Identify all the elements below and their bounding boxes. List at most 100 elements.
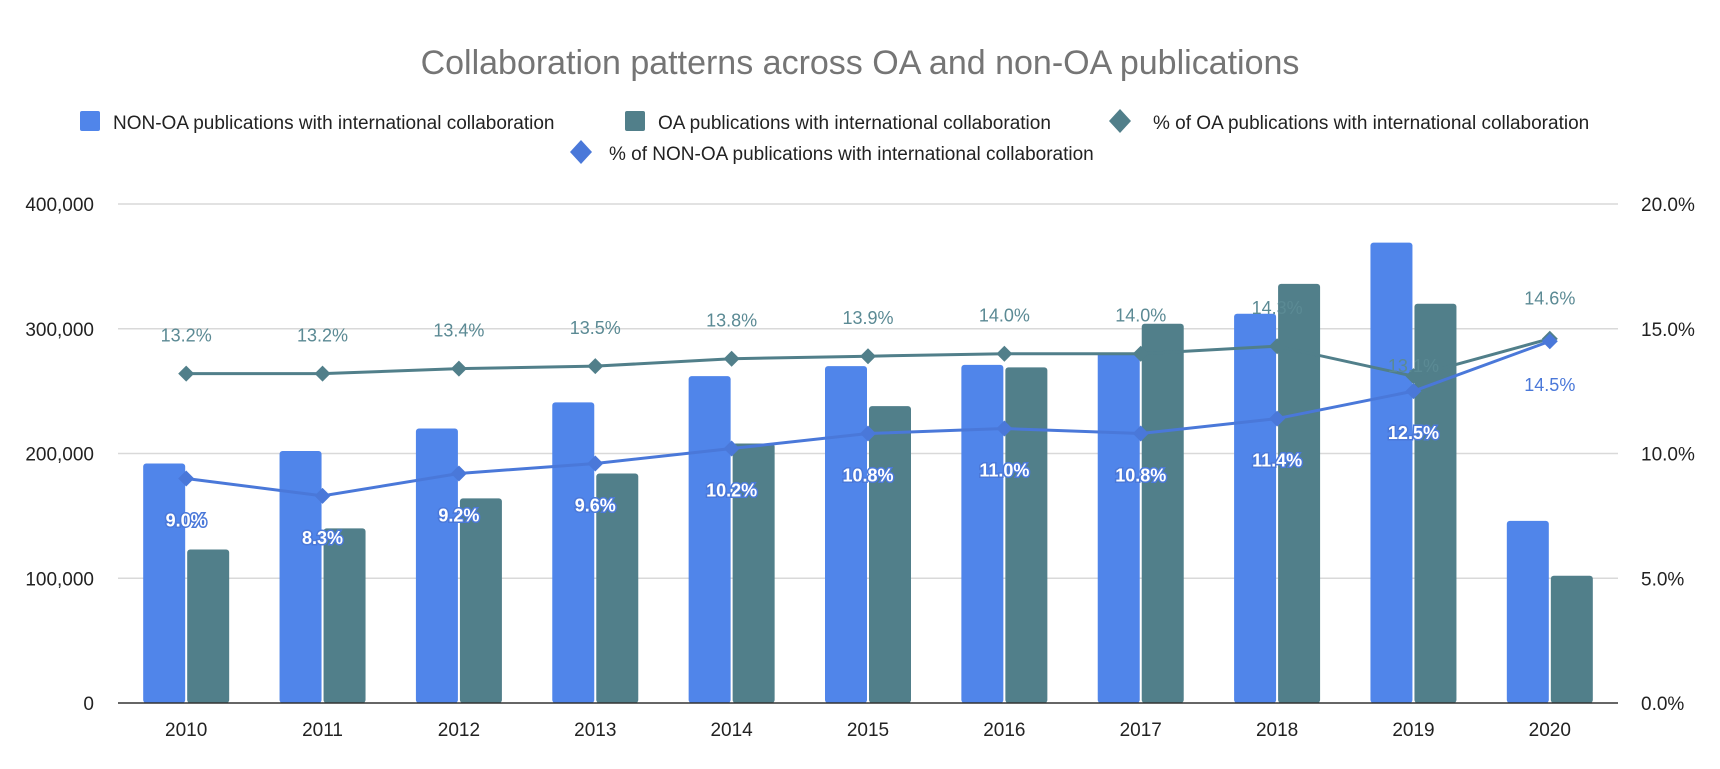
gridlines	[118, 203, 1618, 579]
pct-oa-point	[1132, 345, 1149, 362]
legend-item-pct-oa[interactable]: % of OA publications with international …	[1109, 109, 1589, 134]
y-tick-label: 400,000	[25, 195, 94, 216]
legend-item-pct-non-oa[interactable]: % of NON-OA publications with internatio…	[570, 140, 1094, 165]
bar-oa	[1414, 303, 1457, 703]
bar-non-oa	[1234, 313, 1277, 703]
x-tick-label: 2019	[1392, 720, 1434, 741]
x-tick-label: 2010	[165, 720, 207, 741]
pct-oa-point	[450, 360, 467, 377]
pct-non-oa-point	[1269, 410, 1286, 427]
pct-oa-point	[723, 350, 740, 367]
bar-non-oa	[961, 364, 1004, 703]
pct-non-oa-point	[996, 420, 1013, 437]
legend-label-oa: OA publications with international colla…	[658, 113, 1051, 134]
y2-tick-label: 15.0%	[1641, 320, 1695, 341]
data-label-pct-oa: 13.2%	[297, 326, 348, 346]
bars	[143, 242, 1593, 704]
pct-oa-point	[1269, 338, 1286, 355]
y-tick-label: 0	[83, 694, 94, 715]
pct-non-oa-point	[723, 440, 740, 457]
bar-non-oa	[825, 366, 867, 703]
chart-title: Collaboration patterns across OA and non…	[421, 44, 1300, 82]
data-label-pct-oa: 14.6%	[1524, 289, 1575, 309]
data-label-pct-non-oa: 10.8%	[842, 466, 893, 486]
lines	[178, 330, 1558, 504]
bar-oa	[869, 406, 911, 703]
y-tick-label: 300,000	[25, 320, 94, 341]
data-label-pct-non-oa: 10.8%	[1115, 466, 1166, 486]
pct-non-oa-point	[1541, 333, 1558, 350]
bar-oa	[1550, 575, 1593, 703]
data-label-pct-oa: 14.0%	[1115, 306, 1166, 326]
pct-non-oa-point	[314, 487, 331, 504]
bar-oa	[459, 498, 502, 703]
bar-non-oa	[1370, 242, 1413, 704]
x-tick-label: 2011	[302, 720, 343, 741]
data-label-pct-oa: 13.1%	[1388, 356, 1439, 376]
data-label-pct-non-oa: 9.2%	[438, 505, 479, 525]
data-labels: 13.2% 13.2% 13.4% 13.5% 13.8% 13.9% 14.0% 14.0%…	[161, 289, 1576, 550]
bar-non-oa	[143, 463, 186, 703]
bar-non-oa	[415, 428, 458, 703]
x-tick-label: 2015	[847, 720, 889, 741]
pct-non-oa-point	[860, 425, 876, 442]
data-label-pct-non-oa: 9.0%	[166, 510, 207, 530]
bar-non-oa	[279, 451, 322, 703]
pct-oa-point	[860, 348, 876, 365]
legend-diamond-pct-non-oa	[570, 140, 592, 164]
data-label-pct-oa: 13.4%	[433, 321, 484, 341]
data-label-pct-oa: 13.5%	[570, 318, 621, 338]
data-label-pct-non-oa: 12.5%	[1388, 423, 1439, 443]
data-label-pct-non-oa: 11.0%	[979, 461, 1029, 481]
data-label-pct-non-oa: 10.2%	[706, 481, 757, 501]
pct-non-oa-point	[1405, 383, 1422, 400]
bar-oa	[1005, 367, 1048, 703]
bar-oa	[1141, 323, 1184, 703]
data-label-pct-non-oa: 11.4%	[1252, 451, 1302, 471]
legend-label-pct-non-oa: % of NON-OA publications with internatio…	[609, 144, 1094, 165]
axes: 0 0.0% 100,000 5.0% 200,000 10.0% 300,000 15.0%…	[25, 195, 1695, 741]
data-label-pct-oa: 13.8%	[706, 311, 757, 331]
bar-oa	[187, 549, 230, 703]
y2-tick-label: 5.0%	[1641, 569, 1684, 590]
x-tick-label: 2020	[1529, 720, 1571, 741]
data-label-pct-oa: 14.0%	[979, 306, 1030, 326]
pct-non-oa-point	[1132, 425, 1149, 442]
y2-tick-label: 20.0%	[1641, 195, 1695, 216]
data-label-pct-oa: 13.2%	[161, 326, 212, 346]
bar-oa	[1278, 283, 1321, 703]
legend: NON-OA publications with international c…	[80, 109, 1589, 165]
x-tick-label: 2013	[574, 720, 616, 741]
pct-oa-point	[996, 345, 1013, 362]
y2-tick-label: 0.0%	[1641, 694, 1684, 715]
x-tick-label: 2012	[438, 720, 480, 741]
pct-oa-point	[587, 358, 604, 375]
legend-diamond-pct-oa	[1109, 109, 1131, 133]
x-tick-label: 2016	[983, 720, 1025, 741]
pct-non-oa-point	[178, 470, 195, 487]
data-label-pct-oa: 14.3%	[1252, 298, 1303, 318]
data-label-pct-non-oa: 9.6%	[575, 495, 616, 515]
bar-non-oa	[1097, 352, 1140, 703]
x-tick-label: 2018	[1256, 720, 1298, 741]
bar-non-oa	[1506, 520, 1549, 703]
legend-swatch-oa	[625, 111, 645, 131]
legend-item-non-oa[interactable]: NON-OA publications with international c…	[80, 111, 554, 134]
bar-oa	[732, 443, 775, 703]
data-label-pct-non-oa: 8.3%	[302, 528, 343, 548]
y-tick-label: 100,000	[25, 569, 94, 590]
pct-oa-point	[314, 365, 331, 382]
legend-label-non-oa: NON-OA publications with international c…	[113, 113, 554, 134]
pct-oa-point	[1405, 368, 1422, 385]
legend-swatch-non-oa	[80, 111, 100, 131]
y2-tick-label: 10.0%	[1641, 445, 1695, 466]
pct-oa-point	[178, 365, 195, 382]
bar-oa	[596, 473, 639, 703]
bar-non-oa	[688, 376, 731, 703]
x-tick-label: 2014	[710, 720, 753, 741]
pct-non-oa-point	[587, 455, 604, 472]
data-label-pct-oa: 13.9%	[842, 308, 893, 328]
legend-item-oa[interactable]: OA publications with international colla…	[625, 111, 1051, 134]
